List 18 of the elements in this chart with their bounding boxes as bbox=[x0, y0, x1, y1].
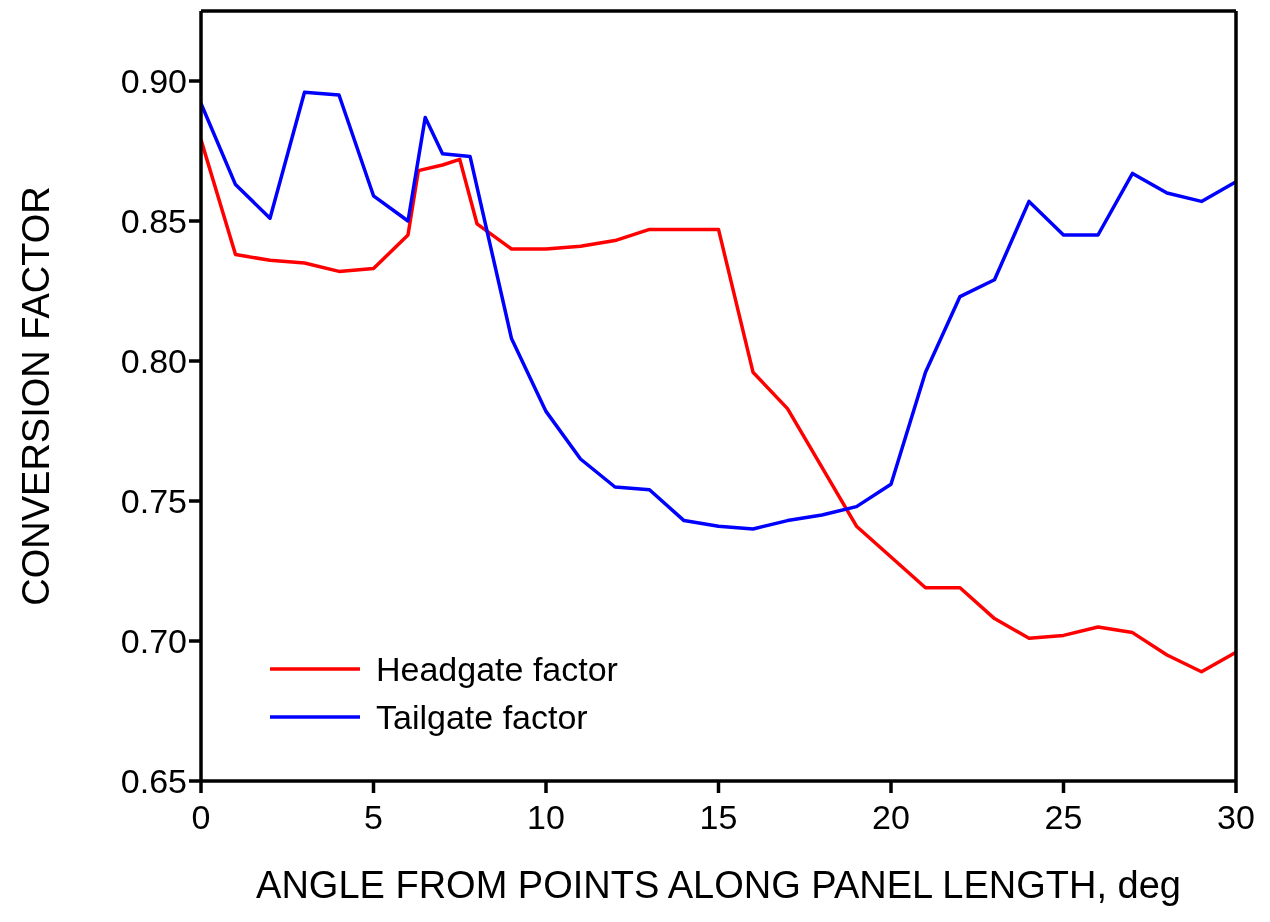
x-tick-label: 10 bbox=[527, 798, 565, 837]
y-tick-label: 0.75 bbox=[120, 482, 187, 521]
y-tick-label: 0.70 bbox=[120, 622, 187, 661]
x-tick-label: 20 bbox=[872, 798, 910, 837]
x-tick-label: 30 bbox=[1217, 798, 1255, 837]
y-axis-title: CONVERSION FACTOR bbox=[15, 186, 58, 606]
x-tick-label: 25 bbox=[1044, 798, 1083, 837]
y-tick-label: 0.65 bbox=[120, 762, 187, 801]
y-tick-label: 0.85 bbox=[120, 202, 187, 241]
line-series bbox=[201, 90, 1236, 531]
legend-label: Tailgate factor bbox=[376, 697, 588, 737]
x-tick-label: 0 bbox=[191, 798, 211, 837]
x-tick-label: 15 bbox=[699, 798, 738, 837]
y-tick-label: 0.80 bbox=[120, 342, 187, 381]
x-axis-title: ANGLE FROM POINTS ALONG PANEL LENGTH, deg bbox=[256, 864, 1181, 906]
y-tick-label: 0.90 bbox=[120, 62, 187, 101]
legend-label: Headgate factor bbox=[376, 649, 618, 689]
x-tick-label: 5 bbox=[364, 798, 383, 837]
